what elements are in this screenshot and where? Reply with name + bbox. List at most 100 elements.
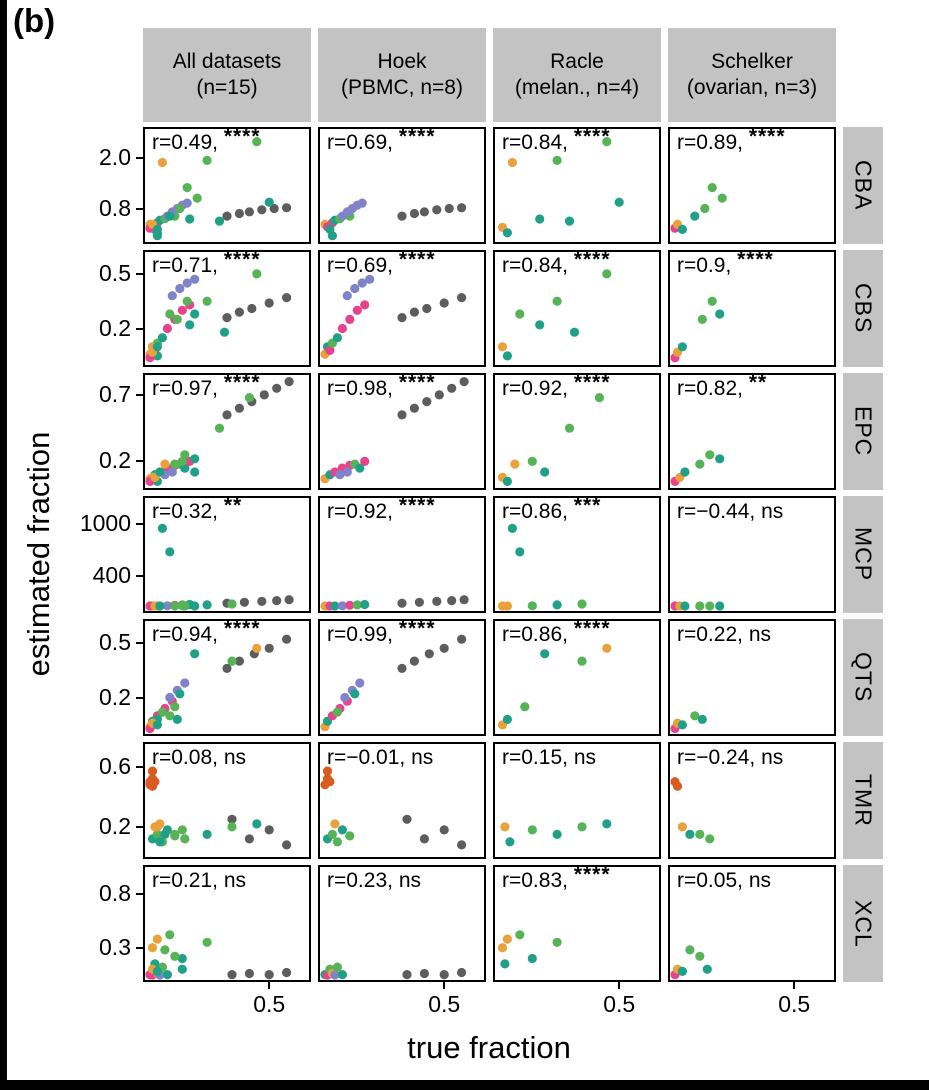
scatter-panel xyxy=(668,619,836,736)
scatter-point xyxy=(677,966,687,976)
scatter-point xyxy=(282,967,292,978)
correlation-text: r=0.83, xyxy=(502,869,574,892)
facet-column-header: All datasets (n=15) xyxy=(143,28,311,122)
scatter-point xyxy=(690,711,700,721)
scatter-point xyxy=(257,596,267,606)
scatter-point xyxy=(180,601,190,611)
significance-label: **** xyxy=(398,617,436,640)
scatter-point xyxy=(170,951,180,961)
scatter-points-canvas xyxy=(145,137,292,241)
y-tick-label: 0.8 xyxy=(99,194,131,221)
y-tick-mark xyxy=(136,575,143,578)
scatter-point xyxy=(152,720,162,730)
scatter-point xyxy=(337,323,347,334)
correlation-text: r=−0.44, xyxy=(677,500,762,523)
correlation-label: r=−0.44, ns xyxy=(677,500,783,524)
scatter-point xyxy=(337,825,347,835)
y-tick-mark xyxy=(136,393,143,396)
scatter-point xyxy=(360,599,370,610)
scatter-point xyxy=(185,214,195,224)
scatter-points-canvas xyxy=(497,269,612,361)
y-tick-label: 0.3 xyxy=(99,933,131,960)
correlation-label: r=0.23, ns xyxy=(327,869,421,893)
scatter-point xyxy=(677,224,687,234)
scatter-point xyxy=(244,207,254,217)
scatter-point xyxy=(520,702,530,712)
correlation-text: r=0.99, xyxy=(327,623,399,646)
significance-label: **** xyxy=(398,371,436,394)
significance-label: **** xyxy=(573,371,611,394)
facet-row-label: TMR xyxy=(850,774,877,827)
scatter-panel xyxy=(143,373,311,490)
scatter-point xyxy=(552,296,562,306)
scatter-point xyxy=(500,822,510,832)
scatter-point xyxy=(272,596,282,606)
facet-row-label: EPC xyxy=(850,406,877,457)
scatter-point xyxy=(244,968,254,979)
scatter-point xyxy=(327,829,337,839)
correlation-label: r=0.84, **** xyxy=(502,248,611,278)
scatter-point xyxy=(422,303,432,314)
scatter-point xyxy=(680,601,690,611)
scatter-point xyxy=(222,663,232,673)
correlation-text: r=0.89, xyxy=(677,131,749,154)
scatter-point xyxy=(332,962,342,972)
facet-column-title-line1: Schelker xyxy=(711,50,793,74)
x-axis-title: true fraction xyxy=(407,1030,571,1065)
facet-row-label: CBS xyxy=(850,283,877,334)
correlation-label: r=0.71, **** xyxy=(152,248,261,278)
scatter-point xyxy=(535,214,545,224)
scatter-panel xyxy=(143,742,311,859)
scatter-point xyxy=(705,601,715,611)
y-tick-mark xyxy=(136,825,143,828)
scatter-point xyxy=(397,410,407,420)
scatter-point xyxy=(515,309,525,319)
scatter-point xyxy=(152,342,162,352)
scatter-panel xyxy=(668,127,836,244)
scatter-points-canvas xyxy=(145,766,292,850)
scatter-point xyxy=(252,819,262,829)
correlation-label: r=0.69, **** xyxy=(327,125,436,155)
scatter-point xyxy=(515,930,525,940)
scatter-point xyxy=(337,970,347,980)
scatter-point xyxy=(222,313,232,323)
facet-column-title-line1: All datasets xyxy=(172,50,282,74)
scatter-point xyxy=(500,959,510,969)
correlation-text: r=0.69, xyxy=(327,254,399,277)
y-tick-mark xyxy=(136,460,143,463)
significance-label: ns xyxy=(761,500,784,523)
scatter-panel xyxy=(493,250,661,367)
correlation-text: r=0.82, xyxy=(677,377,749,400)
y-tick-label: 0.5 xyxy=(99,259,131,286)
scatter-point xyxy=(439,643,449,653)
scatter-point xyxy=(459,595,469,605)
scatter-point xyxy=(397,211,407,221)
scatter-point xyxy=(175,283,185,294)
x-tick-label: 0.5 xyxy=(253,991,286,1017)
scatter-panel xyxy=(493,496,661,613)
scatter-point xyxy=(330,819,340,829)
scatter-point xyxy=(172,314,182,324)
significance-label: **** xyxy=(223,248,261,271)
scatter-point xyxy=(677,822,687,832)
scatter-point xyxy=(502,476,512,486)
correlation-text: r=0.9, xyxy=(677,254,738,277)
significance-label: **** xyxy=(223,125,261,148)
correlation-label: r=0.92, **** xyxy=(327,494,436,524)
scatter-point xyxy=(165,692,175,703)
scatter-point xyxy=(214,216,225,226)
significance-label: **** xyxy=(737,248,774,271)
facet-row-strip: EPC xyxy=(843,373,883,490)
scatter-panel xyxy=(668,742,836,859)
scatter-panel xyxy=(668,250,836,367)
scatter-points-canvas xyxy=(320,595,469,611)
scatter-point xyxy=(552,155,562,165)
scatter-point xyxy=(332,333,342,343)
scatter-point xyxy=(502,601,512,611)
scatter-point xyxy=(227,822,237,832)
scatter-point xyxy=(155,837,165,847)
significance-label: ns xyxy=(223,869,246,892)
correlation-label: r=−0.01, ns xyxy=(327,746,433,770)
scatter-point xyxy=(177,964,187,974)
scatter-points-canvas xyxy=(670,601,725,611)
